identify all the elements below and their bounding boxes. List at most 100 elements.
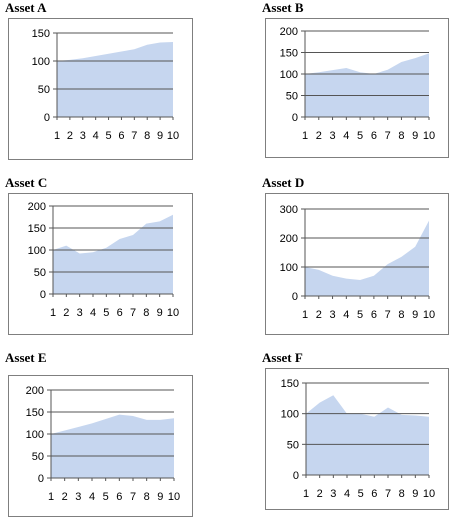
x-tick-label: 2 <box>62 491 68 503</box>
x-tick-label: 7 <box>131 130 137 142</box>
chart-title: Asset F <box>262 350 303 365</box>
area-series <box>305 220 429 296</box>
x-tick-label: 8 <box>144 491 150 503</box>
x-tick-label: 6 <box>118 130 124 142</box>
y-tick-label: 200 <box>280 233 298 245</box>
x-tick-label: 3 <box>77 307 83 319</box>
x-tick-label: 10 <box>167 130 179 142</box>
x-tick-label: 6 <box>371 488 377 500</box>
y-tick-label: 50 <box>38 84 50 96</box>
x-tick-label: 2 <box>316 309 322 321</box>
x-tick-label: 1 <box>48 491 54 503</box>
x-tick-label: 3 <box>329 130 335 142</box>
x-tick-label: 5 <box>103 307 109 319</box>
y-tick-label: 100 <box>26 429 44 441</box>
chart-title: Asset C <box>5 175 48 190</box>
x-tick-label: 5 <box>358 488 364 500</box>
y-tick-label: 150 <box>32 28 50 40</box>
area-series <box>305 53 429 117</box>
x-tick-label: 1 <box>303 488 309 500</box>
y-tick-label: 100 <box>280 262 298 274</box>
area-chart-asset-a: 0 50 100 150 1 2 3 4 5 6 7 8 9 10 <box>32 28 179 142</box>
x-tick-label: 1 <box>50 307 56 319</box>
x-tick-label: 4 <box>343 130 349 142</box>
x-tick-label: 2 <box>317 488 323 500</box>
y-tick-label: 0 <box>40 289 46 301</box>
x-tick-label: 5 <box>103 491 109 503</box>
y-tick-label: 200 <box>28 201 46 213</box>
x-tick-label: 4 <box>89 491 95 503</box>
x-tick-label: 4 <box>90 307 96 319</box>
y-tick-label: 100 <box>281 409 299 421</box>
x-tick-label: 9 <box>157 307 163 319</box>
x-tick-label: 9 <box>412 309 418 321</box>
area-chart-asset-e: 0 50 100 150 200 1 2 3 4 5 6 7 8 9 10 <box>26 385 180 503</box>
x-tick-label: 10 <box>168 491 180 503</box>
area-chart-asset-c: 0 50 100 150 200 1 2 3 4 5 6 7 8 9 10 <box>28 201 179 319</box>
area-chart-asset-d: 0 100 200 300 1 2 3 4 5 6 7 8 9 10 <box>280 204 435 321</box>
y-tick-label: 100 <box>32 56 50 68</box>
area-series <box>306 395 429 475</box>
chart-panel-asset-e: Asset E 0 50 100 150 200 1 2 3 4 5 6 7 8 9 10 <box>5 350 195 519</box>
x-tick-label: 1 <box>302 309 308 321</box>
chart-frame: 0 100 200 300 1 2 3 4 5 6 7 8 9 10 <box>265 193 449 335</box>
y-tick-label: 150 <box>280 48 298 60</box>
y-tick-label: 100 <box>28 245 46 257</box>
x-tick-label: 9 <box>157 130 163 142</box>
y-tick-label: 100 <box>280 69 298 81</box>
y-tick-label: 0 <box>292 291 298 303</box>
chart-frame: 0 50 100 150 200 1 2 3 4 5 6 7 8 9 10 <box>8 193 193 335</box>
x-tick-label: 3 <box>330 488 336 500</box>
y-tick-label: 0 <box>292 112 298 124</box>
x-tick-label: 5 <box>105 130 111 142</box>
x-tick-label: 4 <box>344 488 350 500</box>
chart-panel-asset-b: Asset B 0 50 100 150 200 1 2 3 4 5 6 7 8 9 10 <box>262 0 450 160</box>
chart-frame: 0 50 100 150 1 2 3 4 5 6 7 8 9 10 <box>265 368 449 510</box>
x-tick-label: 8 <box>399 488 405 500</box>
x-tick-label: 6 <box>116 491 122 503</box>
x-tick-label: 2 <box>316 130 322 142</box>
chart-panel-asset-d: Asset D 0 100 200 300 1 2 3 4 5 6 7 8 9 10 <box>262 175 450 337</box>
y-tick-label: 300 <box>280 204 298 216</box>
x-tick-label: 5 <box>357 130 363 142</box>
x-tick-label: 9 <box>412 488 418 500</box>
y-tick-label: 0 <box>38 473 44 485</box>
x-tick-label: 10 <box>423 488 435 500</box>
y-tick-label: 50 <box>287 439 299 451</box>
x-tick-label: 9 <box>412 130 418 142</box>
x-tick-label: 6 <box>371 309 377 321</box>
area-chart-asset-b: 0 50 100 150 200 1 2 3 4 5 6 7 8 9 10 <box>280 26 435 142</box>
x-tick-label: 8 <box>144 130 150 142</box>
x-tick-label: 7 <box>130 491 136 503</box>
chart-frame: 0 50 100 150 200 1 2 3 4 5 6 7 8 9 10 <box>265 18 449 158</box>
chart-frame: 0 50 100 150 1 2 3 4 5 6 7 8 9 10 <box>8 18 193 160</box>
x-tick-label: 8 <box>398 130 404 142</box>
chart-panel-asset-a: Asset A 0 50 100 150 1 2 3 4 5 6 7 8 9 10 <box>5 0 195 162</box>
chart-panel-asset-c: Asset C 0 50 100 150 200 1 2 3 4 5 6 7 8 9 10 <box>5 175 195 337</box>
x-tick-label: 10 <box>423 309 435 321</box>
x-tick-label: 9 <box>157 491 163 503</box>
chart-title: Asset B <box>262 0 304 15</box>
y-tick-label: 0 <box>44 112 50 124</box>
chart-title: Asset D <box>262 175 305 190</box>
x-tick-label: 3 <box>75 491 81 503</box>
chart-title: Asset E <box>5 350 47 365</box>
y-tick-label: 50 <box>32 451 44 463</box>
y-tick-label: 150 <box>26 407 44 419</box>
y-tick-label: 200 <box>280 26 298 38</box>
x-tick-label: 7 <box>385 488 391 500</box>
x-tick-label: 4 <box>93 130 99 142</box>
x-tick-label: 1 <box>54 130 60 142</box>
chart-panel-asset-f: Asset F 0 50 100 150 1 2 3 4 5 6 7 8 9 10 <box>262 350 450 512</box>
x-tick-label: 2 <box>67 130 73 142</box>
x-tick-label: 1 <box>302 130 308 142</box>
y-tick-label: 0 <box>293 470 299 482</box>
y-tick-label: 150 <box>281 378 299 390</box>
chart-frame: 0 50 100 150 200 1 2 3 4 5 6 7 8 9 10 <box>8 375 193 517</box>
y-tick-label: 50 <box>34 267 46 279</box>
area-series <box>53 214 173 294</box>
x-tick-label: 8 <box>143 307 149 319</box>
x-tick-label: 3 <box>329 309 335 321</box>
y-tick-label: 200 <box>26 385 44 397</box>
x-tick-label: 8 <box>398 309 404 321</box>
